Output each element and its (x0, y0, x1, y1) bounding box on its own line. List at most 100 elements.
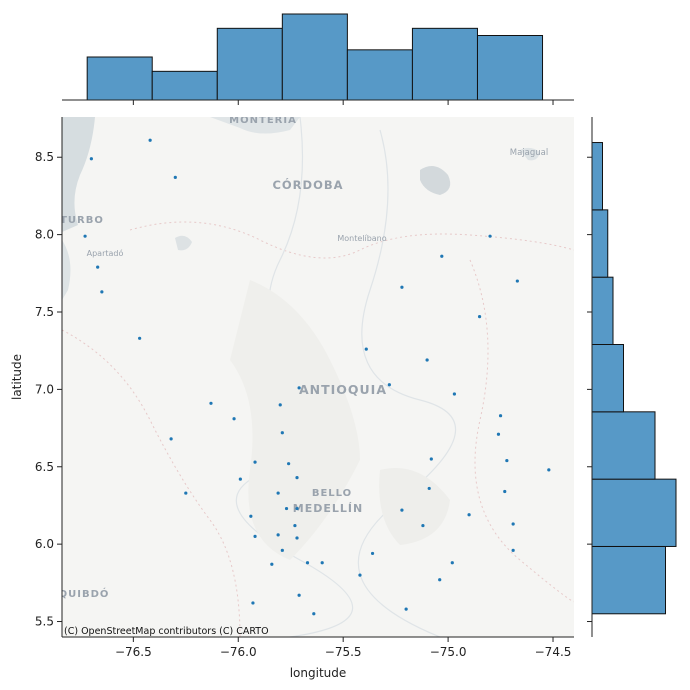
y-tick-label: 7.5 (35, 305, 54, 319)
x-ticks: −76.5 −76.0 −75.5 −75.0 −74.5 (115, 637, 571, 659)
scatter-point (298, 386, 301, 389)
scatter-point (497, 433, 500, 436)
scatter-point (365, 348, 368, 351)
x-hist-bar (477, 36, 542, 101)
scatter-point (279, 403, 282, 406)
scatter-point (251, 601, 254, 604)
scatter-point (512, 522, 515, 525)
x-hist-bar (412, 28, 477, 100)
scatter-point (467, 513, 470, 516)
scatter-point (426, 358, 429, 361)
x-tick-label: −76.5 (115, 645, 152, 659)
scatter-point (83, 235, 86, 238)
scatter-point (295, 476, 298, 479)
scatter-point (451, 561, 454, 564)
y-tick-label: 5.5 (35, 615, 54, 629)
y-hist-bar (592, 345, 624, 412)
scatter-point (512, 549, 515, 552)
scatter-point (174, 176, 177, 179)
x-hist-bar (347, 50, 412, 100)
y-ticks: 5.5 6.0 6.5 7.0 7.5 8.0 8.5 (35, 150, 62, 628)
scatter-point (138, 337, 141, 340)
scatter-point (277, 533, 280, 536)
scatter-point (321, 561, 324, 564)
scatter-point (281, 431, 284, 434)
y-hist-bar (592, 143, 603, 210)
scatter-point (298, 594, 301, 597)
x-marginal-histogram (87, 14, 542, 100)
scatter-point (277, 491, 280, 494)
map-label-antioquia: ANTIOQUIA (299, 382, 387, 397)
scatter-point (312, 612, 315, 615)
y-marginal-histogram (592, 143, 676, 614)
scatter-point (516, 279, 519, 282)
scatter-point (421, 524, 424, 527)
scatter-point (295, 536, 298, 539)
scatter-point (400, 286, 403, 289)
x-axis-label: longitude (290, 666, 347, 680)
scatter-point (400, 508, 403, 511)
scatter-point (478, 315, 481, 318)
scatter-point (285, 507, 288, 510)
scatter-point (287, 462, 290, 465)
scatter-point (358, 573, 361, 576)
scatter-point (306, 561, 309, 564)
map-label-quibdo: QUIBDÓ (59, 587, 110, 600)
scatter-point (249, 515, 252, 518)
scatter-point (547, 468, 550, 471)
map-label-majagual: Majagual (510, 148, 548, 158)
scatter-point (209, 402, 212, 405)
scatter-point (405, 608, 408, 611)
x-hist-bar (282, 14, 347, 100)
x-tick-label: −74.5 (535, 645, 572, 659)
y-tick-label: 8.0 (35, 228, 54, 242)
map-label-monteria: MONTERÍA (229, 113, 297, 126)
scatter-point (184, 491, 187, 494)
y-tick-label: 7.0 (35, 382, 54, 396)
scatter-point (239, 478, 242, 481)
scatter-point (270, 563, 273, 566)
scatter-point (503, 490, 506, 493)
scatter-point (90, 157, 93, 160)
scatter-point (96, 266, 99, 269)
scatter-point (295, 507, 298, 510)
scatter-point (281, 549, 284, 552)
scatter-point (100, 290, 103, 293)
x-tick-label: −75.0 (430, 645, 467, 659)
scatter-point (438, 578, 441, 581)
map-label-montelibano: Montelíbano (337, 234, 386, 243)
y-hist-bar (592, 479, 676, 546)
scatter-point (428, 487, 431, 490)
top-hist-ticks (133, 100, 553, 105)
map-label-bello: BELLO (312, 488, 352, 499)
scatter-point (170, 437, 173, 440)
scatter-point (488, 235, 491, 238)
y-hist-bar (592, 546, 666, 613)
y-hist-bar (592, 412, 655, 479)
y-tick-label: 6.0 (35, 537, 54, 551)
scatter-point (453, 392, 456, 395)
x-hist-bar (87, 57, 152, 100)
y-tick-label: 8.5 (35, 150, 54, 164)
basemap: MONTERÍA CÓRDOBA Majagual TURBO Apartadó… (59, 113, 575, 637)
x-tick-label: −75.5 (325, 645, 362, 659)
scatter-point (440, 255, 443, 258)
x-hist-bar (152, 71, 217, 100)
right-hist-ticks (587, 157, 592, 621)
scatter-point (430, 457, 433, 460)
scatter-point (371, 552, 374, 555)
x-tick-label: −76.0 (220, 645, 257, 659)
x-hist-bar (217, 28, 282, 100)
y-hist-bar (592, 277, 613, 344)
map-attribution: (C) OpenStreetMap contributors (C) CARTO (64, 626, 269, 637)
map-label-apartado: Apartadó (87, 248, 124, 258)
scatter-point (499, 414, 502, 417)
scatter-point (149, 139, 152, 142)
scatter-point (293, 524, 296, 527)
map-label-medellin: MEDELLÍN (293, 502, 363, 515)
scatter-point (388, 383, 391, 386)
scatter-point (253, 461, 256, 464)
map-label-turbo: TURBO (60, 215, 104, 226)
map-label-cordoba: CÓRDOBA (272, 177, 343, 192)
scatter-point (232, 417, 235, 420)
